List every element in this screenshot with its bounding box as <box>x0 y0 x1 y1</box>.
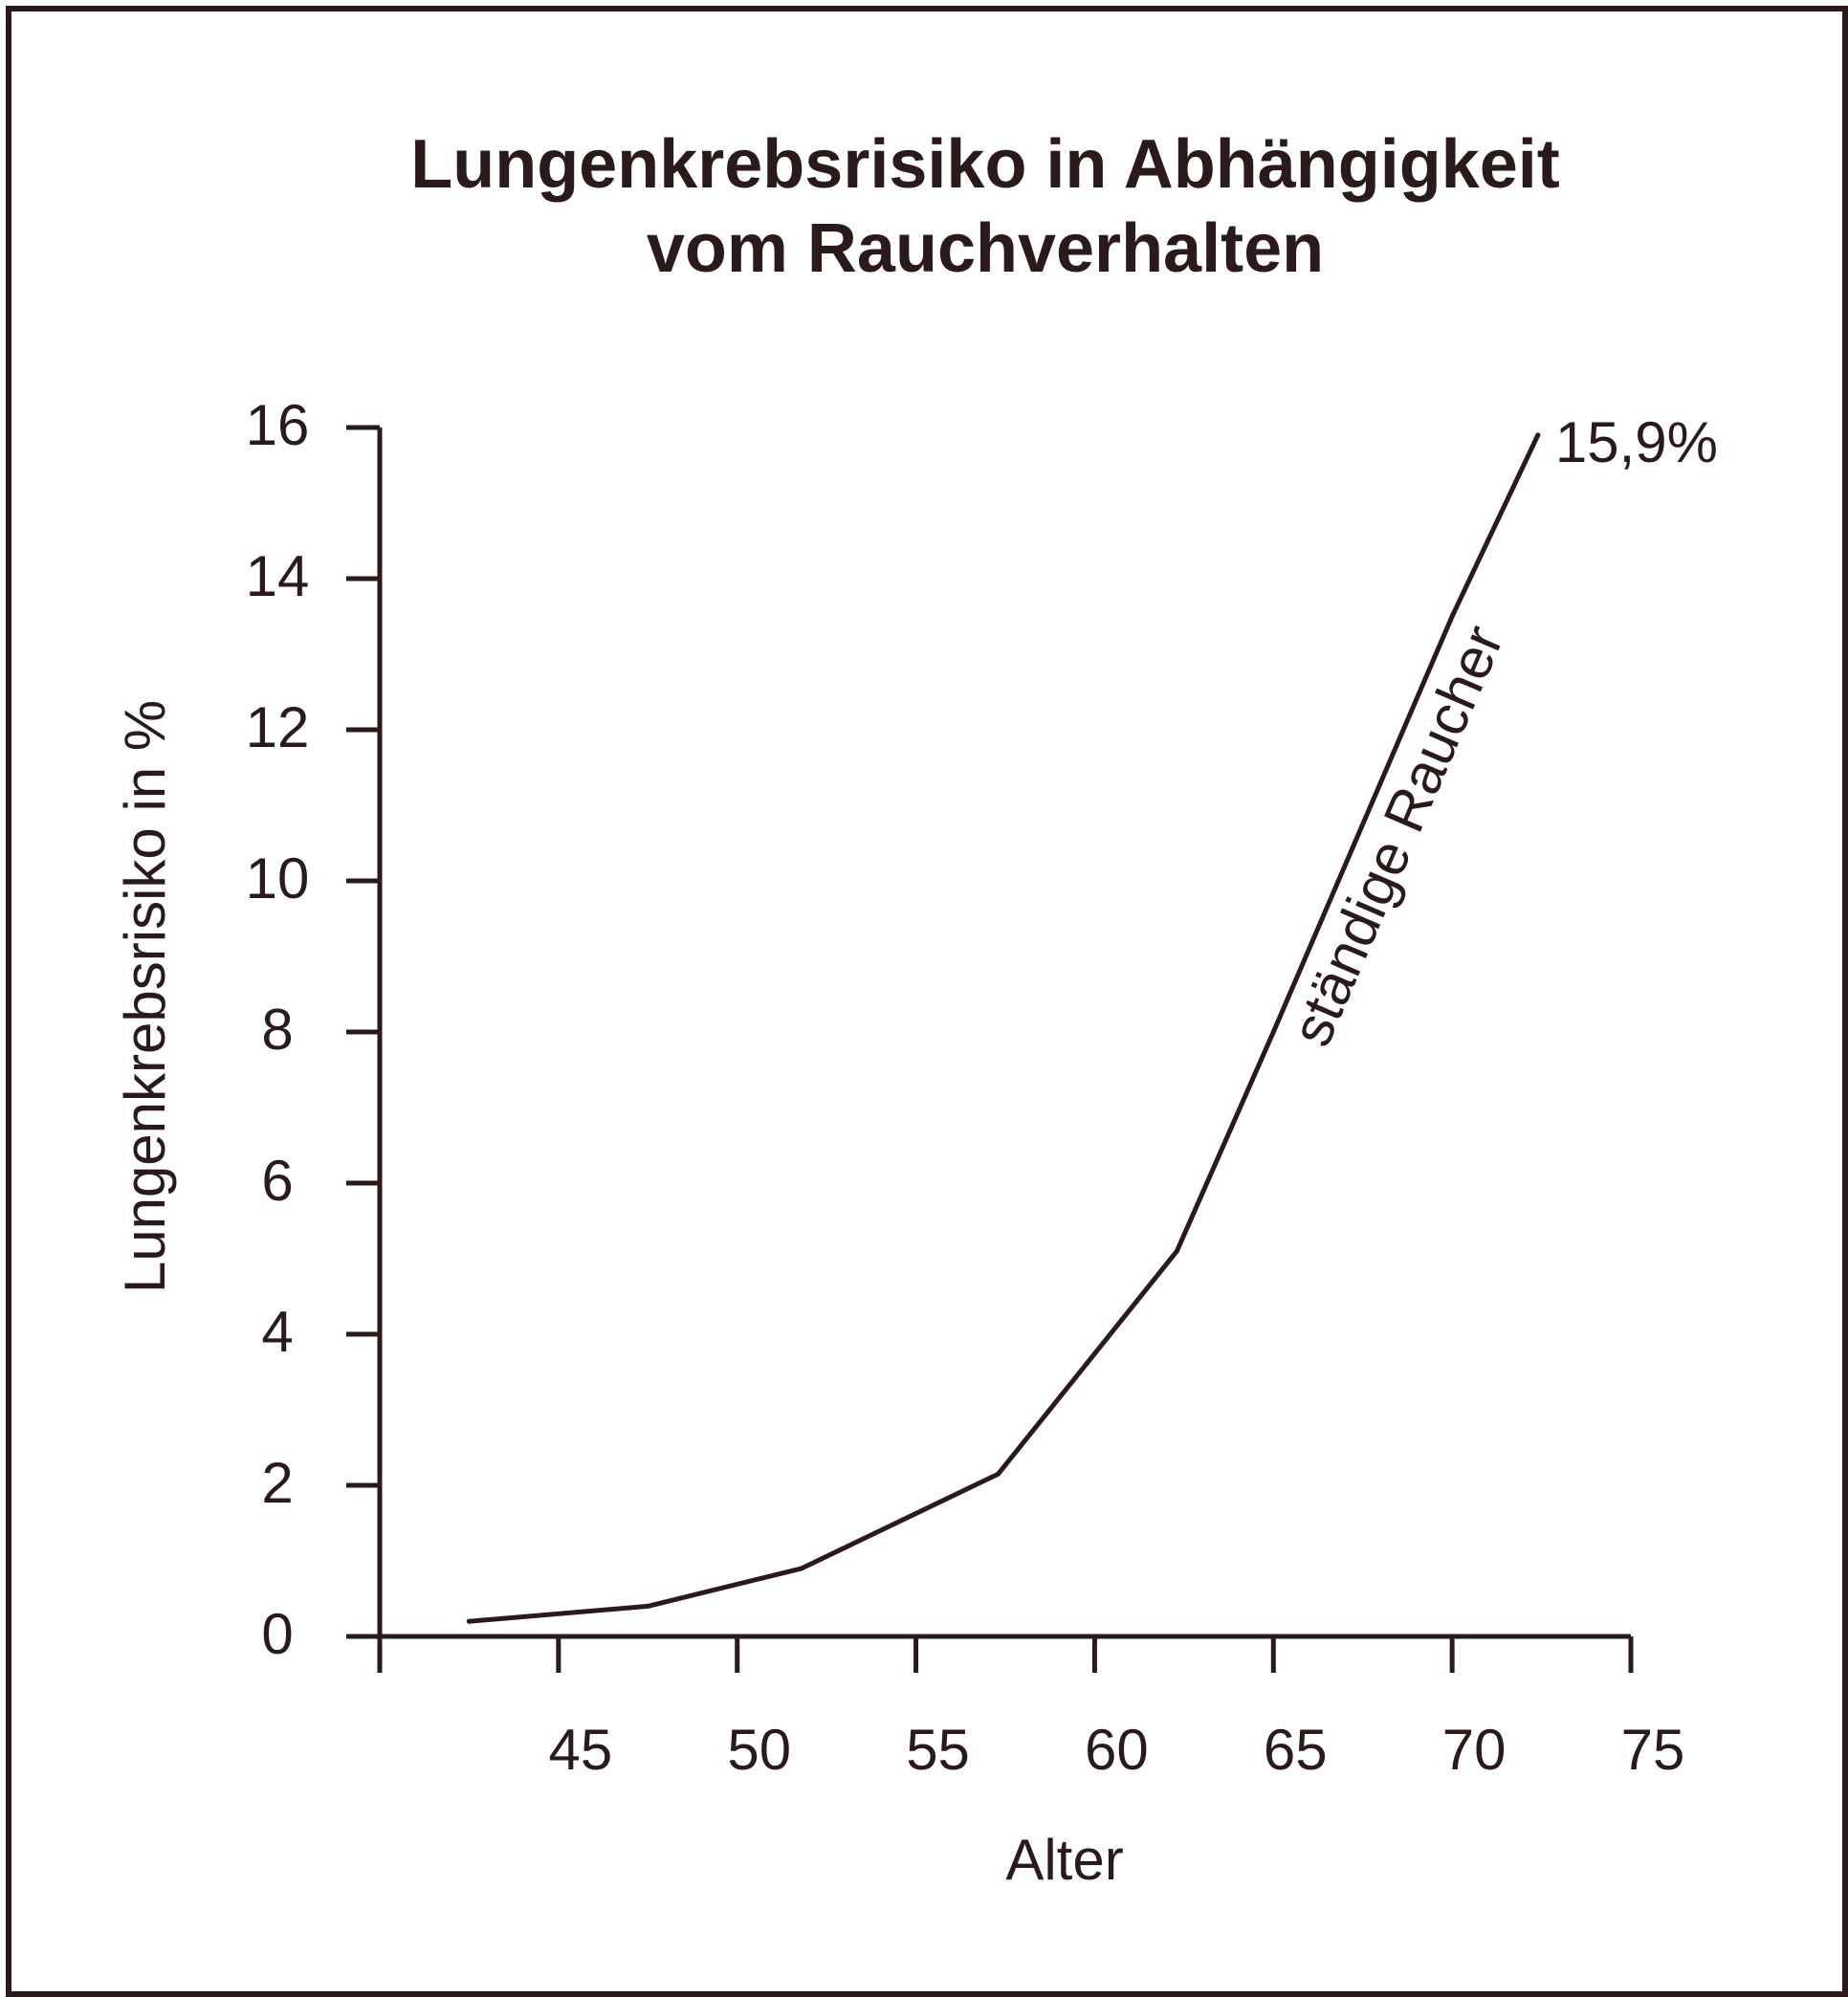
data-point <box>1270 1029 1276 1035</box>
x-tick-label: 65 <box>1264 1718 1328 1782</box>
x-tick-label: 60 <box>1085 1718 1149 1782</box>
y-tick-label: 6 <box>261 1149 293 1213</box>
series-label: ständige Raucher <box>1279 616 1516 1054</box>
axes <box>346 428 1631 1673</box>
x-tick-label: 50 <box>727 1718 791 1782</box>
x-tick-label: 45 <box>548 1718 612 1782</box>
chart-title: Lungenkrebsrisiko in Abhängigkeit vom Ra… <box>268 122 1703 291</box>
series-line <box>466 432 1541 1624</box>
x-tick-label: 75 <box>1621 1718 1685 1782</box>
y-tick-label: 2 <box>261 1451 293 1515</box>
y-tick-label: 8 <box>261 998 293 1062</box>
end-value-annotation: 15,9% <box>1555 410 1718 474</box>
y-tick-label: 12 <box>246 695 310 759</box>
y-tick-label: 16 <box>246 393 310 457</box>
y-tick-label: 14 <box>246 544 310 608</box>
data-point <box>799 1566 804 1571</box>
y-ticks: 0 2 4 6 8 10 12 14 16 <box>246 393 380 1666</box>
y-tick-label: 4 <box>261 1300 293 1364</box>
x-ticks: 45 50 55 60 65 70 75 <box>377 1636 1685 1782</box>
series-layer <box>466 432 1541 1624</box>
data-point <box>996 1471 1001 1477</box>
chart-title-line-1: Lungenkrebsrisiko in Abhängigkeit <box>410 126 1560 203</box>
y-tick-label: 10 <box>246 846 310 911</box>
y-axis-label: Lungenkrebsrisiko in % <box>113 700 177 1293</box>
data-point <box>1535 432 1541 438</box>
chart-title-line-2: vom Rauchverhalten <box>646 210 1325 287</box>
x-axis-label: Alter <box>1005 1828 1123 1892</box>
data-point <box>1449 614 1455 619</box>
x-tick-label: 55 <box>906 1718 970 1782</box>
data-point <box>466 1618 472 1624</box>
x-tick-label: 70 <box>1442 1718 1507 1782</box>
data-point <box>1174 1248 1179 1254</box>
y-tick-label: 0 <box>261 1602 293 1666</box>
data-point <box>645 1603 650 1609</box>
chart-frame <box>6 6 1848 1997</box>
